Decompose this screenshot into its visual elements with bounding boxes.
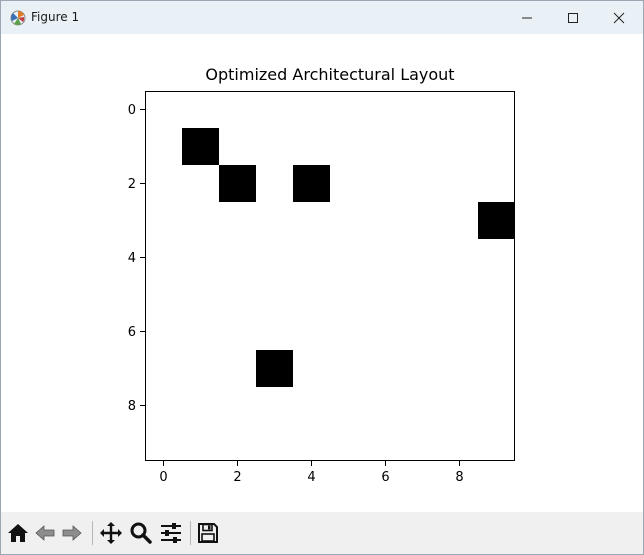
configure-subplots-icon	[161, 523, 181, 543]
toolbar-separator	[92, 521, 93, 545]
axes-frame	[145, 91, 515, 461]
pan-button[interactable]	[98, 520, 124, 546]
figure-canvas[interactable]: Optimized Architectural Layout 0 2 4 6 8 0 2 4 6…	[1, 34, 643, 512]
heatmap-cell	[293, 165, 330, 202]
forward-arrow-icon	[62, 525, 82, 541]
toolbar-separator	[190, 521, 191, 545]
x-tick-label: 8	[455, 470, 463, 485]
home-button[interactable]	[5, 520, 31, 546]
minimize-icon	[522, 17, 532, 18]
close-button[interactable]	[596, 1, 642, 34]
save-icon	[198, 523, 218, 543]
save-button[interactable]	[195, 520, 221, 546]
y-tick-label: 0	[128, 103, 136, 118]
minimize-button[interactable]	[504, 1, 550, 34]
home-icon	[8, 524, 28, 542]
y-tick-label: 4	[128, 251, 136, 266]
navigation-toolbar	[1, 512, 643, 554]
pan-icon	[100, 522, 122, 544]
heatmap-plot: 0 2 4 6 8 0 2 4 6 8	[128, 91, 515, 485]
heatmap-cell	[219, 165, 256, 202]
window-title: Figure 1	[31, 10, 80, 24]
forward-button[interactable]	[59, 520, 85, 546]
configure-subplots-button[interactable]	[158, 520, 184, 546]
maximize-button[interactable]	[550, 1, 596, 34]
y-tick-label: 6	[128, 325, 136, 340]
x-tick-label: 4	[307, 470, 315, 485]
back-button[interactable]	[32, 520, 58, 546]
heatmap-cell	[182, 128, 219, 165]
y-tick-label: 2	[128, 177, 136, 192]
x-tick-label: 2	[233, 470, 241, 485]
y-tick-label: 8	[128, 399, 136, 414]
x-tick-label: 0	[159, 470, 167, 485]
back-arrow-icon	[35, 525, 55, 541]
plot-title: Optimized Architectural Layout	[205, 65, 455, 84]
zoom-button[interactable]	[128, 520, 154, 546]
heatmap-cell	[478, 202, 515, 239]
title-bar[interactable]: Figure 1	[1, 1, 643, 34]
heatmap-cell	[256, 350, 293, 387]
x-tick-label: 6	[381, 470, 389, 485]
matplotlib-app-icon	[10, 10, 26, 26]
close-icon	[613, 12, 625, 23]
maximize-icon	[568, 12, 578, 23]
zoom-icon	[130, 522, 152, 544]
